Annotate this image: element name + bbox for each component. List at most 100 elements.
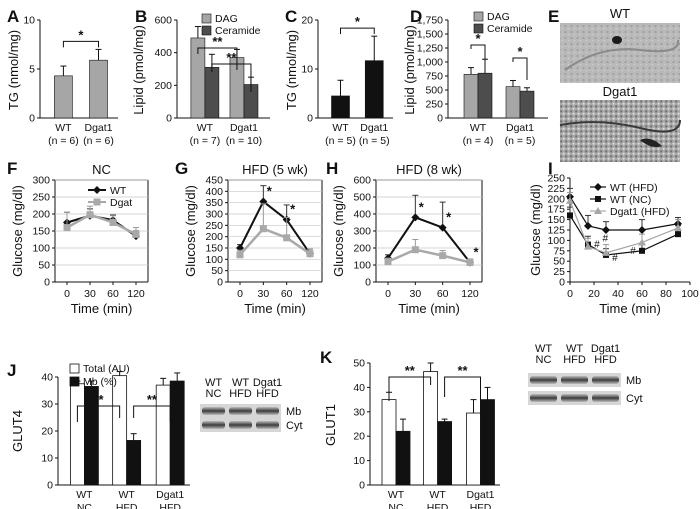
panel-G-significance-marker: * <box>267 184 273 199</box>
panel-A-significance-marker: * <box>78 27 84 42</box>
panel-A-category-label: Dgat1 <box>84 122 112 134</box>
panel-J-blot-lane-condition: HFD <box>256 388 279 400</box>
panel-J-blot-band <box>229 421 252 429</box>
panel-I-significance-marker: # <box>612 253 618 264</box>
panel-F-y-tick-label: 50 <box>38 260 50 272</box>
panel-H-y-tick-label: 500 <box>353 192 371 204</box>
panel-J-category-condition: HFD <box>116 502 138 509</box>
panel-B-label: B <box>135 7 147 26</box>
panel-J-y-tick-label: 0 <box>47 480 53 492</box>
panel-J-blot-lane-label: Dgat1 <box>253 377 282 389</box>
panel-J-bar-mb <box>126 440 142 486</box>
panel-I-x-tick-label: 40 <box>612 288 624 300</box>
panel-H-marker-square <box>439 252 447 260</box>
panel-F-title: NC <box>92 162 111 177</box>
panel-F-marker-square <box>63 224 71 232</box>
panel-B-y-axis-title: Lipid (pmol/mg) <box>131 25 146 115</box>
panel-F-y-tick-label: 200 <box>32 209 50 221</box>
panel-H-x-axis-title: Time (min) <box>398 301 460 316</box>
panel-I-x-tick-label: 80 <box>660 288 672 300</box>
panel-I-legend-marker-square <box>595 196 601 202</box>
panel-I-x-tick-label: 60 <box>636 288 648 300</box>
panel-I-y-tick-label: 0 <box>559 277 565 289</box>
micrograph-dgat1-fiber-boundary <box>559 119 681 133</box>
panel-G-marker-square <box>306 250 314 258</box>
panel-D-significance-bracket <box>512 57 528 80</box>
panel-G-series-line <box>239 227 311 256</box>
panel-G-y-tick-label: 50 <box>211 265 223 277</box>
panel-C-category-label: WT <box>332 122 349 134</box>
panel-F-marker-square <box>86 211 94 219</box>
panel-K-y-tick-label: 40 <box>353 382 365 394</box>
panel-B-significance-bracket <box>197 47 238 70</box>
panel-H-y-tick-label: 0 <box>365 277 371 289</box>
panel-J-blot-lane-label: WT <box>205 377 222 389</box>
panel-F-y-tick-label: 250 <box>32 192 50 204</box>
panel-K-bar-total <box>381 399 397 486</box>
panel-J-bar-mb <box>169 380 185 486</box>
panel-I-y-tick-label: 200 <box>547 193 565 205</box>
panel-J-category-condition: HFD <box>159 502 181 509</box>
panel-H-significance-marker: * <box>446 210 452 225</box>
panel-H-marker-square <box>466 258 474 266</box>
panel-I-marker-square <box>639 247 645 254</box>
panel-C-category-label: Dgat1 <box>360 122 388 134</box>
panel-G-y-tick-label: 150 <box>205 243 223 255</box>
panel-F-x-tick-label: 0 <box>64 288 70 300</box>
panel-B-y-tick-label: 600 <box>154 15 172 27</box>
panel-K-blot-lane-condition: NC <box>536 354 552 366</box>
panel-D-category-n: (n = 5) <box>505 135 536 147</box>
panel-I-significance-marker: # <box>602 233 608 244</box>
panel-J-significance-marker: ** <box>93 392 104 407</box>
panel-I-y-tick-label: 100 <box>547 235 565 247</box>
panel-J-legend-swatch <box>69 363 80 374</box>
panel-D-label: D <box>410 7 422 26</box>
panel-I-marker-triangle <box>674 223 682 231</box>
panel-K-significance-marker: ** <box>457 363 468 378</box>
panel-K-bar-total <box>466 412 481 486</box>
panel-I-marker-triangle <box>638 238 646 246</box>
panel-F-marker-square <box>109 219 117 226</box>
panel-I-legend-marker-triangle <box>594 207 602 214</box>
panel-A-label: A <box>7 7 19 26</box>
panel-I-y-tick-label: 125 <box>547 225 565 237</box>
panel-D-y-tick-label: 250 <box>425 99 443 111</box>
panel-K-y-tick-label: 50 <box>353 358 365 370</box>
panel-H-marker-diamond <box>411 213 420 222</box>
panel-G-y-tick-label: 200 <box>205 231 223 243</box>
panel-G-x-tick-label: 60 <box>281 288 293 300</box>
panel-G-marker-square <box>259 225 267 233</box>
panel-K-y-axis-title: GLUT1 <box>323 404 338 446</box>
panel-C-bar <box>331 95 350 119</box>
panel-D-bar-dag <box>463 74 479 119</box>
panel-J-y-tick-label: 40 <box>41 372 53 384</box>
panel-I-marker-triangle <box>566 196 574 204</box>
panel-I-marker-triangle <box>584 242 592 250</box>
panel-J-y-tick-label: 10 <box>41 453 53 465</box>
panel-C-bar <box>364 60 384 119</box>
panel-J-blot-lane-label: WT <box>232 377 249 389</box>
panel-G-marker-square <box>283 234 291 242</box>
panel-H-x-tick-label: 30 <box>409 288 421 300</box>
panel-G-x-axis-title: Time (min) <box>244 301 306 316</box>
panel-A-y-tick-label: 10 <box>23 15 35 27</box>
micrograph-wt-lipid-droplet <box>612 36 622 44</box>
panel-K-blot-lane-condition: HFD <box>594 354 617 366</box>
panel-J-blot-row-label: Mb <box>286 406 301 418</box>
panel-F-x-tick-label: 30 <box>84 288 96 300</box>
panel-K-blot-band <box>561 394 588 402</box>
panel-F-x-axis-title: Time (min) <box>71 301 133 316</box>
panel-F-legend-label: WT <box>110 185 127 197</box>
panel-K-blot-band <box>530 394 557 402</box>
panel-D-significance-marker: * <box>517 44 523 59</box>
panel-H-y-tick-label: 300 <box>353 226 371 238</box>
panel-C-significance-marker: * <box>355 14 361 29</box>
panel-J-significance-bracket <box>133 405 171 422</box>
panel-H-marker-square <box>411 246 419 254</box>
panel-K-blot-lane-label: Dgat1 <box>591 343 620 355</box>
panel-G-significance-marker: * <box>290 202 296 217</box>
panel-I-y-tick-label: 25 <box>553 266 565 278</box>
panel-D-legend-label: DAG <box>487 11 510 23</box>
panel-I-y-tick-label: 50 <box>553 256 565 268</box>
